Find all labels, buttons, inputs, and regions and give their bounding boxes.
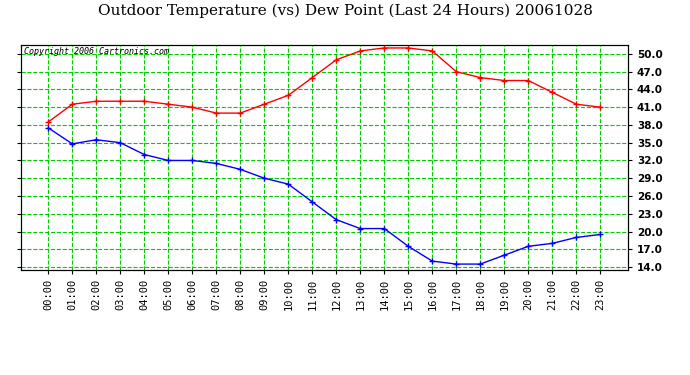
Text: Outdoor Temperature (vs) Dew Point (Last 24 Hours) 20061028: Outdoor Temperature (vs) Dew Point (Last… [97,4,593,18]
Text: Copyright 2006 Cartronics.com: Copyright 2006 Cartronics.com [23,47,169,56]
